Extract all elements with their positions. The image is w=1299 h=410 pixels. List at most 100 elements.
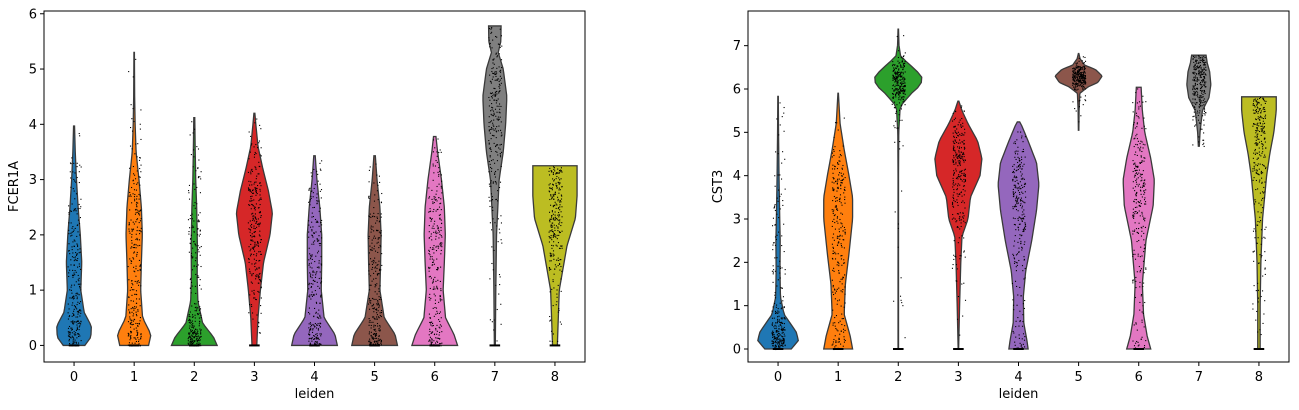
data-point	[1201, 96, 1203, 98]
data-point	[191, 257, 193, 259]
data-point	[1137, 185, 1139, 187]
data-point	[1203, 101, 1205, 103]
data-point	[558, 308, 560, 310]
data-point	[559, 179, 561, 181]
data-point	[777, 308, 779, 310]
data-point	[1139, 148, 1141, 150]
data-point	[1258, 262, 1260, 264]
data-point	[192, 316, 194, 318]
data-point	[70, 289, 72, 291]
data-point	[1136, 115, 1138, 117]
data-point	[843, 192, 845, 194]
data-point	[75, 321, 77, 323]
data-point	[430, 233, 432, 235]
data-point	[311, 340, 313, 342]
data-point	[79, 135, 81, 137]
data-point	[489, 92, 492, 94]
data-point	[200, 265, 202, 268]
data-point	[552, 205, 554, 207]
data-point	[1082, 80, 1084, 82]
data-point	[557, 200, 559, 202]
data-point	[959, 216, 961, 218]
data-point	[778, 319, 780, 321]
data-point	[139, 264, 142, 266]
data-point	[958, 176, 960, 178]
data-point	[839, 198, 841, 200]
data-point	[77, 333, 79, 335]
data-point	[70, 210, 72, 212]
data-point	[775, 330, 777, 332]
data-point	[1076, 85, 1078, 88]
data-point	[552, 250, 555, 252]
data-point	[130, 319, 132, 321]
data-point	[1084, 78, 1086, 80]
data-point	[896, 77, 898, 80]
data-point	[1012, 304, 1015, 306]
data-point	[831, 279, 833, 281]
data-point	[560, 290, 562, 292]
data-point	[1260, 97, 1262, 99]
data-point	[1077, 71, 1079, 73]
data-point	[832, 269, 834, 271]
data-point	[956, 176, 958, 178]
data-point	[1260, 256, 1262, 258]
data-point	[77, 245, 79, 247]
data-point	[1014, 218, 1016, 220]
data-point	[428, 340, 430, 342]
data-point	[1193, 115, 1195, 117]
data-point	[1140, 193, 1142, 195]
x-tick-label: 7	[1195, 370, 1203, 385]
data-point	[258, 266, 260, 268]
data-point	[900, 104, 902, 106]
data-point	[1200, 57, 1202, 59]
data-point	[193, 340, 195, 342]
data-point	[1017, 202, 1019, 204]
data-point	[373, 329, 375, 331]
data-point	[497, 169, 499, 171]
data-point	[375, 334, 377, 336]
data-point	[1082, 88, 1084, 90]
data-point	[891, 65, 894, 67]
data-point	[490, 81, 492, 83]
data-point	[844, 202, 846, 204]
data-point	[376, 174, 378, 176]
data-point	[831, 181, 833, 183]
data-point	[1260, 243, 1262, 245]
data-point	[891, 92, 894, 95]
points-cst3-cluster-5	[1072, 56, 1087, 123]
data-point	[314, 307, 316, 309]
data-point	[1199, 83, 1201, 85]
data-point	[374, 318, 376, 320]
data-point	[1021, 265, 1024, 267]
data-point	[964, 173, 966, 176]
data-point	[441, 242, 443, 244]
data-point	[494, 71, 496, 73]
data-point	[499, 75, 501, 77]
data-point	[249, 220, 251, 222]
data-point	[199, 284, 201, 286]
data-point	[498, 91, 500, 93]
data-point	[492, 269, 494, 271]
data-point	[1016, 347, 1018, 349]
data-point	[193, 337, 195, 339]
data-point	[838, 163, 840, 165]
data-point	[428, 196, 431, 198]
data-point	[1082, 72, 1085, 74]
data-point	[311, 234, 313, 236]
data-point	[131, 342, 133, 344]
data-point	[552, 206, 554, 208]
data-point	[380, 342, 382, 344]
data-point	[374, 328, 376, 330]
data-point	[1076, 84, 1078, 86]
data-point	[131, 280, 133, 282]
data-point	[1019, 320, 1021, 323]
data-point	[1015, 150, 1017, 152]
data-point	[774, 345, 776, 347]
data-point	[318, 343, 320, 345]
data-point	[368, 196, 370, 198]
data-point	[196, 335, 198, 338]
data-point	[488, 43, 491, 45]
data-point	[783, 341, 785, 343]
data-point	[490, 180, 492, 182]
data-point	[76, 176, 78, 179]
